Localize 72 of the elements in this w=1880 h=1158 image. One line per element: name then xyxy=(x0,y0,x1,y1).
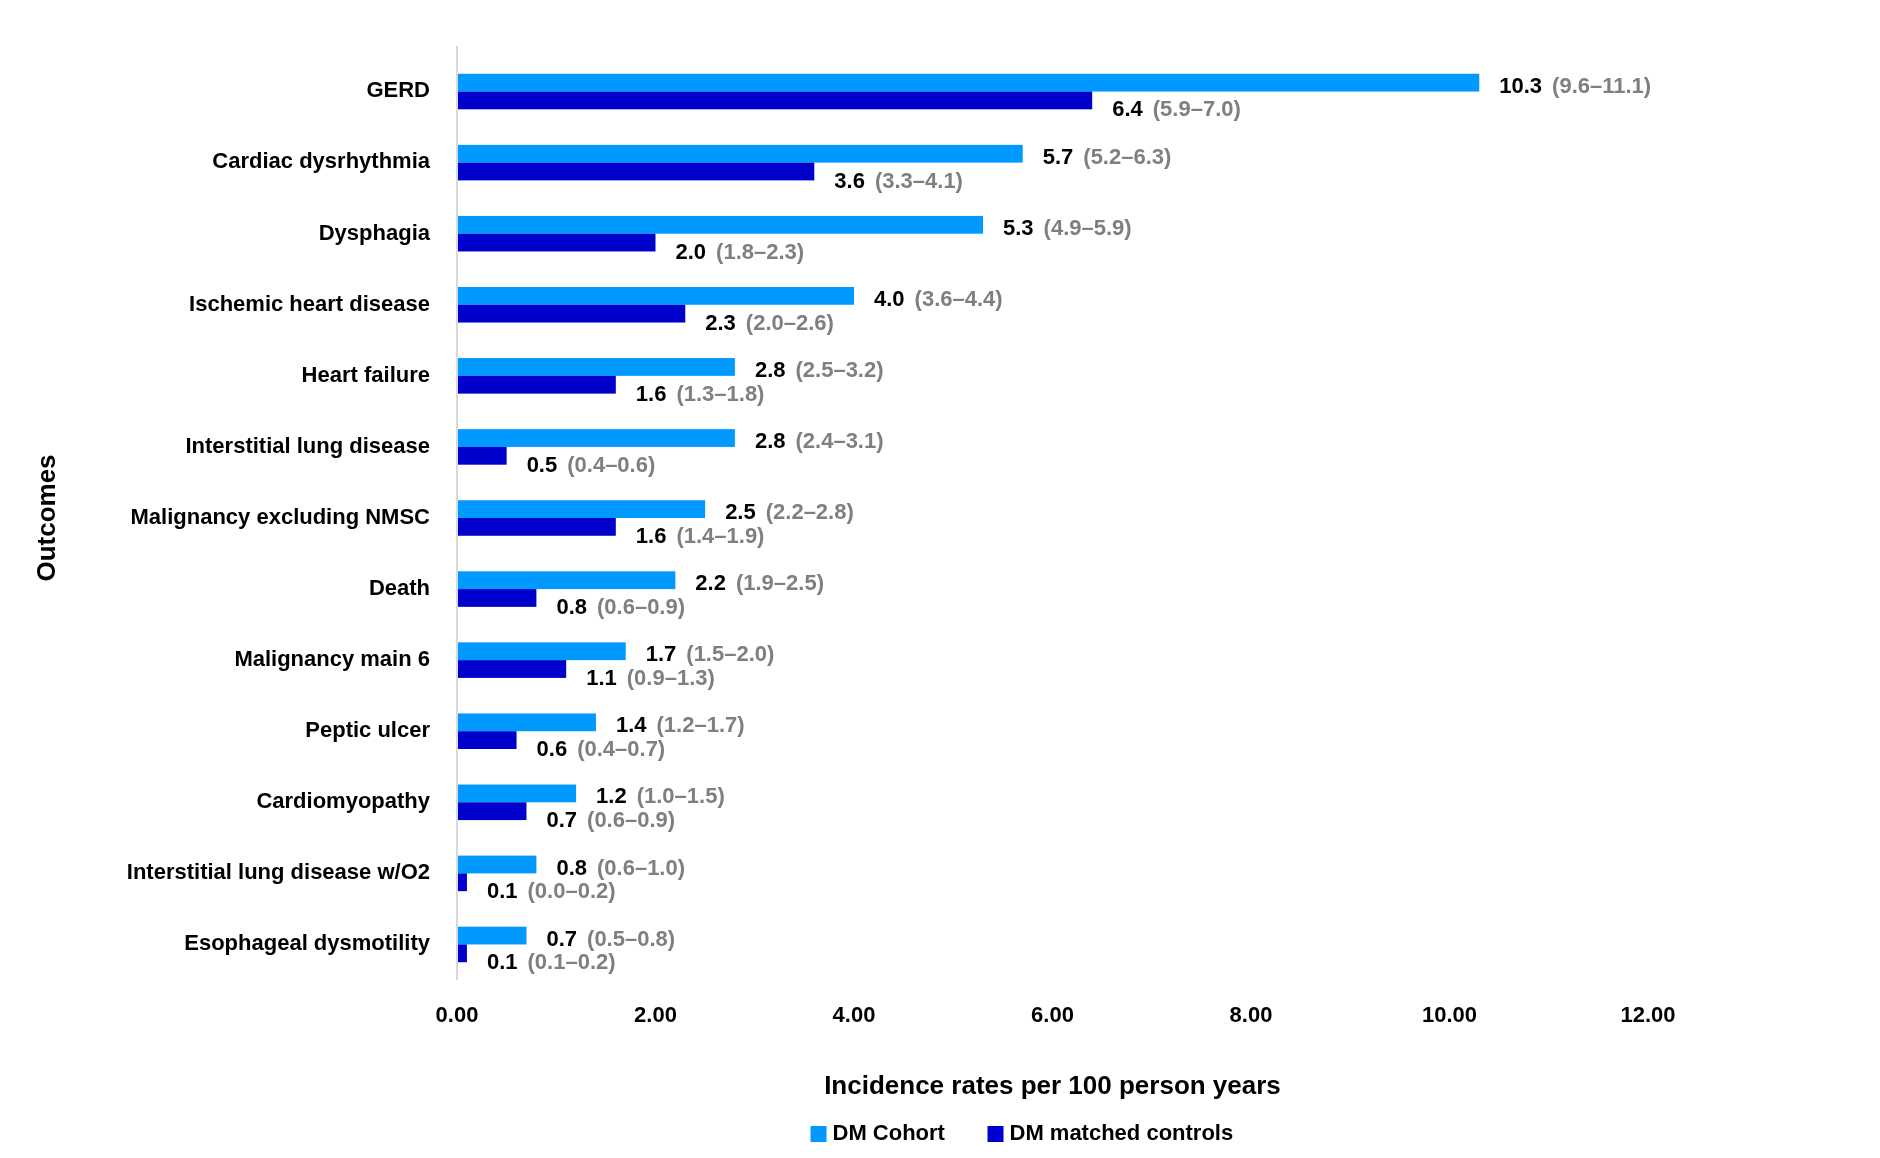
data-label: 2.3 (2.0–2.6) xyxy=(705,309,834,335)
data-label: 1.7 (1.5–2.0) xyxy=(645,641,775,667)
y-tick-label: Malignancy excluding NMSC xyxy=(130,503,431,529)
x-tick-label: 12.00 xyxy=(1620,1002,1676,1027)
x-tick-label: 8.00 xyxy=(1229,1002,1273,1027)
bar xyxy=(457,944,467,963)
y-tick-label: Peptic ulcer xyxy=(305,717,431,743)
data-label: 2.2 (1.9–2.5) xyxy=(695,570,825,595)
bar xyxy=(457,855,537,874)
data-label: 2.0 (1.8–2.3) xyxy=(675,238,805,264)
bar xyxy=(457,429,735,447)
y-tick-label: Interstitial lung disease w/O2 xyxy=(126,859,430,885)
bar xyxy=(457,304,686,323)
y-tick-label: Malignancy main 6 xyxy=(234,645,430,671)
data-label: 3.6 (3.3–4.1) xyxy=(834,167,963,193)
bar xyxy=(457,660,567,678)
data-label: 0.7 (0.6–0.9) xyxy=(546,807,676,832)
data-label: 2.8 (2.4–3.1) xyxy=(754,427,884,453)
y-tick-label: Dysphagia xyxy=(318,219,431,245)
bar xyxy=(457,500,706,518)
y-tick-label: Interstitial lung disease xyxy=(185,432,430,458)
data-label: 0.8 (0.6–0.9) xyxy=(556,593,686,619)
x-tick-label: 2.00 xyxy=(634,1002,677,1027)
y-tick-label: Cardiac dysrhythmia xyxy=(212,148,431,174)
bar xyxy=(457,784,577,803)
x-tick-label: 4.00 xyxy=(832,1002,876,1027)
data-label: 0.8 (0.6–1.0) xyxy=(556,854,686,880)
x-axis-title: Incidence rates per 100 person years xyxy=(824,1070,1281,1100)
data-label: 2.5 (2.2–2.8) xyxy=(725,498,854,524)
legend-label: DM Cohort xyxy=(832,1119,946,1145)
y-axis-title: Outcomes xyxy=(30,454,61,582)
y-tick-label: GERD xyxy=(366,77,430,103)
data-label: 1.6 (1.3–1.8) xyxy=(635,380,765,406)
bar xyxy=(457,144,1023,163)
data-label: 0.7 (0.5–0.8) xyxy=(546,925,676,951)
bar xyxy=(457,571,676,590)
bar xyxy=(457,642,626,661)
bar xyxy=(457,802,527,821)
data-label: 0.5 (0.4–0.6) xyxy=(526,451,656,477)
x-tick-label: 6.00 xyxy=(1031,1002,1074,1027)
data-label: 4.0 (3.6–4.4) xyxy=(874,285,1003,311)
bar xyxy=(457,375,616,394)
data-label: 1.4 (1.2–1.7) xyxy=(615,712,745,738)
y-tick-label: Death xyxy=(368,574,430,600)
bar xyxy=(457,91,1093,110)
data-label: 5.3 (4.9–5.9) xyxy=(1003,214,1132,240)
y-tick-label: Ischemic heart disease xyxy=(189,290,430,316)
bar xyxy=(457,233,656,252)
data-label: 10.3 (9.6–11.1) xyxy=(1499,72,1652,98)
bar xyxy=(457,446,507,465)
x-tick-label: 10.00 xyxy=(1421,1002,1478,1027)
bar xyxy=(457,162,815,181)
data-label: 6.4 (5.9–7.0) xyxy=(1112,96,1241,122)
legend-label: DM matched controls xyxy=(1009,1119,1234,1145)
x-tick-label: 0.00 xyxy=(435,1002,479,1027)
bar xyxy=(457,713,596,732)
data-label: 1.6 (1.4–1.9) xyxy=(635,522,765,548)
data-label: 5.7 (5.2–6.3) xyxy=(1042,143,1172,169)
bar xyxy=(457,215,984,234)
bar xyxy=(457,518,616,536)
bar xyxy=(457,926,527,945)
bar xyxy=(457,358,735,376)
y-tick-label: Cardiomyopathy xyxy=(256,788,431,814)
y-tick-label: Heart failure xyxy=(301,361,430,387)
bar xyxy=(457,287,854,305)
data-label: 2.8 (2.5–3.2) xyxy=(754,356,884,382)
data-label: 1.2 (1.0–1.5) xyxy=(596,783,725,809)
bar xyxy=(457,73,1480,92)
bar xyxy=(457,873,467,892)
bar xyxy=(457,731,517,749)
y-tick-label: Esophageal dysmotility xyxy=(184,930,431,956)
bar xyxy=(457,589,537,607)
